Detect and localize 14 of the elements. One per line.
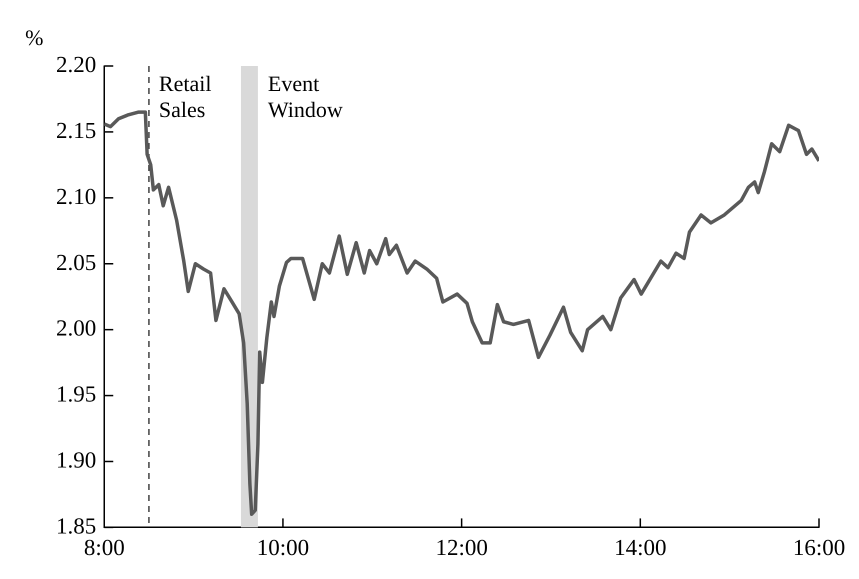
x-tick-label: 10:00	[256, 535, 310, 560]
ref-line-label: Retail Sales	[158, 70, 212, 122]
y-tick-label: 2.05	[56, 250, 96, 275]
y-tick-label: 2.10	[56, 184, 96, 209]
y-tick-label: 2.20	[56, 52, 96, 78]
y-tick-label: 1.90	[56, 448, 96, 473]
y-tick-label: 2.00	[56, 316, 96, 341]
x-tick-label: 16:00	[792, 535, 846, 560]
y-tick-label: 1.95	[56, 382, 96, 407]
x-tick-label: 12:00	[435, 535, 488, 560]
y-axis-title: %	[25, 24, 44, 50]
band-label: Event Window	[268, 70, 343, 122]
y-tick-label: 2.15	[56, 118, 96, 143]
x-tick-label: 14:00	[614, 535, 667, 560]
